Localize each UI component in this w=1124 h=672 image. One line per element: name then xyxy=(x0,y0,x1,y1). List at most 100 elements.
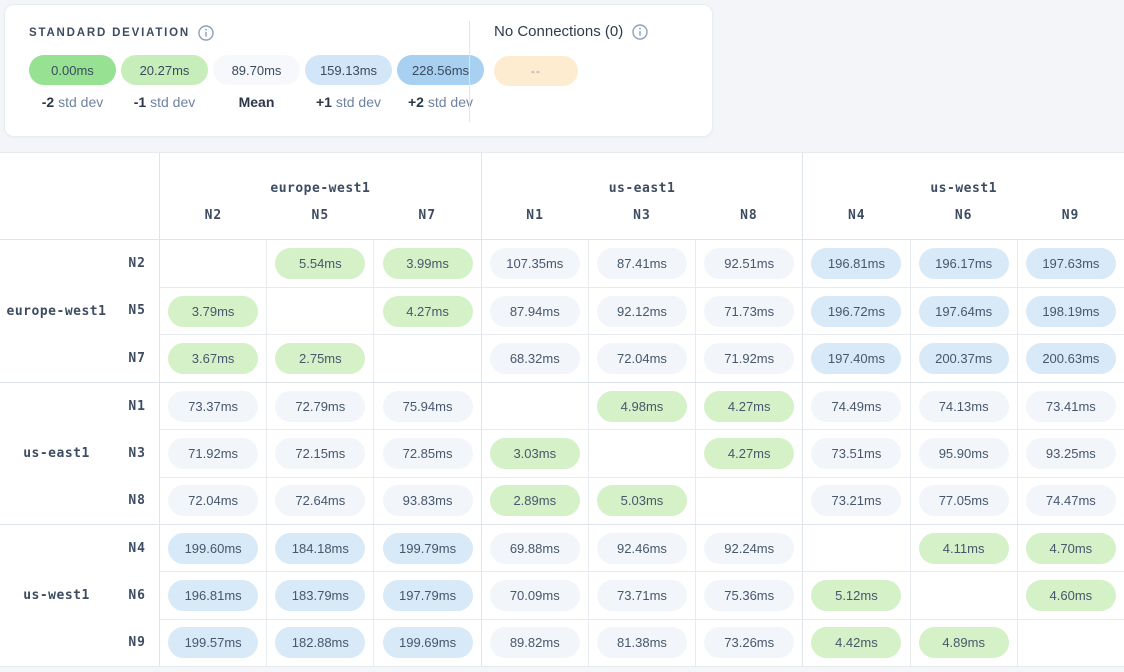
latency-pill[interactable]: 196.81ms xyxy=(811,247,902,279)
latency-pill[interactable]: 4.27ms xyxy=(704,390,795,422)
row-node-label: N7 xyxy=(128,350,146,366)
latency-pill[interactable]: 199.79ms xyxy=(382,532,473,564)
latency-cell: 89.82ms xyxy=(480,619,588,666)
latency-cell: 5.54ms xyxy=(266,240,373,287)
latency-pill[interactable]: 73.21ms xyxy=(811,485,902,517)
latency-pill[interactable]: 93.83ms xyxy=(382,485,473,517)
latency-cell: 68.32ms xyxy=(480,335,588,383)
latency-pill[interactable]: 92.46ms xyxy=(596,532,687,564)
latency-pill[interactable]: 72.15ms xyxy=(275,437,366,469)
latency-pill[interactable]: 3.03ms xyxy=(489,437,580,469)
latency-cell: 93.83ms xyxy=(373,477,480,524)
latency-pill[interactable]: 4.27ms xyxy=(704,437,795,469)
legend-label: +2 std dev xyxy=(408,94,473,110)
std-deviation-pills: 0.00ms -2 std dev 20.27ms -1 std dev 89.… xyxy=(29,55,484,110)
latency-pill[interactable]: 199.60ms xyxy=(168,532,259,564)
info-icon[interactable] xyxy=(632,23,648,40)
latency-pill[interactable]: 69.88ms xyxy=(489,532,580,564)
latency-pill[interactable]: 200.63ms xyxy=(1025,343,1116,375)
latency-pill[interactable]: 74.47ms xyxy=(1025,485,1116,517)
latency-pill[interactable]: 73.26ms xyxy=(704,627,795,659)
latency-pill[interactable]: 5.03ms xyxy=(596,485,687,517)
latency-cell xyxy=(373,335,480,383)
latency-pill[interactable]: 196.17ms xyxy=(918,247,1009,279)
latency-pill[interactable]: 87.41ms xyxy=(596,247,687,279)
latency-pill[interactable]: 72.79ms xyxy=(275,390,366,422)
info-icon[interactable] xyxy=(198,25,214,41)
latency-pill[interactable]: 73.37ms xyxy=(168,390,259,422)
latency-cell xyxy=(160,240,266,287)
latency-cell: 196.17ms xyxy=(909,240,1017,287)
latency-pill[interactable]: 107.35ms xyxy=(489,247,580,279)
latency-pill[interactable]: 71.73ms xyxy=(704,295,795,327)
latency-pill[interactable]: 196.81ms xyxy=(168,579,259,611)
latency-pill[interactable]: 93.25ms xyxy=(1025,437,1116,469)
latency-pill[interactable]: 89.82ms xyxy=(489,627,580,659)
latency-cell: 71.73ms xyxy=(695,287,802,335)
latency-row: 3.79ms 4.27ms 87.94ms 92.12ms 71.73ms 196.72m… xyxy=(160,286,1124,335)
latency-pill[interactable]: 4.70ms xyxy=(1025,532,1116,564)
legend-pill: 89.70ms xyxy=(213,55,300,85)
latency-pill[interactable]: 183.79ms xyxy=(275,579,366,611)
latency-pill[interactable]: 197.64ms xyxy=(918,295,1009,327)
latency-pill[interactable]: 4.89ms xyxy=(918,627,1009,659)
latency-pill[interactable]: 4.42ms xyxy=(811,627,902,659)
latency-pill[interactable]: 92.12ms xyxy=(596,295,687,327)
latency-pill[interactable]: 199.57ms xyxy=(168,627,259,659)
latency-cell: 199.57ms xyxy=(160,620,266,666)
latency-pill[interactable]: 4.98ms xyxy=(596,390,687,422)
latency-pill[interactable]: 2.75ms xyxy=(275,343,366,375)
latency-pill[interactable]: 2.89ms xyxy=(489,485,580,517)
latency-cell: 70.09ms xyxy=(480,572,588,619)
latency-pill[interactable]: 71.92ms xyxy=(168,437,259,469)
latency-pill[interactable]: 74.13ms xyxy=(918,390,1009,422)
latency-pill[interactable]: 75.36ms xyxy=(704,579,795,611)
latency-pill[interactable]: 4.27ms xyxy=(382,295,473,327)
latency-pill[interactable]: 87.94ms xyxy=(489,295,580,327)
latency-pill[interactable]: 5.12ms xyxy=(811,579,902,611)
latency-pill[interactable]: 73.51ms xyxy=(811,437,902,469)
latency-pill[interactable]: 3.67ms xyxy=(168,343,259,375)
latency-pill[interactable]: 92.51ms xyxy=(704,247,795,279)
latency-pill[interactable]: 72.04ms xyxy=(168,485,259,517)
latency-pill[interactable]: 197.79ms xyxy=(382,579,473,611)
latency-pill[interactable]: 200.37ms xyxy=(918,343,1009,375)
latency-cell: 74.13ms xyxy=(909,383,1017,430)
latency-pill[interactable]: 199.69ms xyxy=(382,627,473,659)
latency-pill[interactable]: 70.09ms xyxy=(489,579,580,611)
latency-cell: 73.37ms xyxy=(160,383,266,429)
latency-cell: 4.70ms xyxy=(1016,525,1124,572)
latency-pill[interactable]: 3.99ms xyxy=(382,247,473,279)
latency-pill[interactable]: 72.85ms xyxy=(382,437,473,469)
latency-pill[interactable]: 95.90ms xyxy=(918,437,1009,469)
latency-pill[interactable]: 75.94ms xyxy=(382,390,473,422)
latency-pill[interactable]: 3.79ms xyxy=(168,295,259,327)
latency-row: 72.04ms 72.64ms 93.83ms 2.89ms 5.03ms 73.21ms… xyxy=(160,476,1124,524)
latency-pill[interactable]: 4.60ms xyxy=(1025,579,1116,611)
latency-pill[interactable]: 71.92ms xyxy=(704,343,795,375)
latency-pill[interactable]: 77.05ms xyxy=(918,485,1009,517)
latency-pill[interactable]: 72.64ms xyxy=(275,485,366,517)
latency-pill[interactable]: 68.32ms xyxy=(489,343,580,375)
latency-pill[interactable]: 4.11ms xyxy=(918,532,1009,564)
latency-pill[interactable]: 196.72ms xyxy=(811,295,902,327)
latency-pill[interactable]: 5.54ms xyxy=(275,247,366,279)
latency-pill[interactable]: 92.24ms xyxy=(704,532,795,564)
latency-pill[interactable]: 197.63ms xyxy=(1025,247,1116,279)
latency-cell: 93.25ms xyxy=(1016,430,1124,477)
legend-pill: 20.27ms xyxy=(121,55,208,85)
latency-pill[interactable]: 81.38ms xyxy=(596,627,687,659)
latency-pill[interactable]: 197.40ms xyxy=(811,343,902,375)
latency-pill[interactable]: 184.18ms xyxy=(275,532,366,564)
latency-pill[interactable]: 73.71ms xyxy=(596,579,687,611)
latency-pill[interactable]: 74.49ms xyxy=(811,390,902,422)
latency-cell: 107.35ms xyxy=(480,240,588,287)
column-node-label: N3 xyxy=(633,208,651,223)
column-node-label: N9 xyxy=(1061,208,1080,223)
legend-item: 159.13ms +1 std dev xyxy=(305,55,392,110)
latency-pill[interactable]: 73.41ms xyxy=(1025,390,1116,422)
latency-pill[interactable]: 182.88ms xyxy=(275,627,366,659)
latency-pill[interactable]: 198.19ms xyxy=(1025,295,1116,327)
latency-pill[interactable]: 72.04ms xyxy=(596,343,687,375)
latency-cell: 4.27ms xyxy=(695,430,802,477)
